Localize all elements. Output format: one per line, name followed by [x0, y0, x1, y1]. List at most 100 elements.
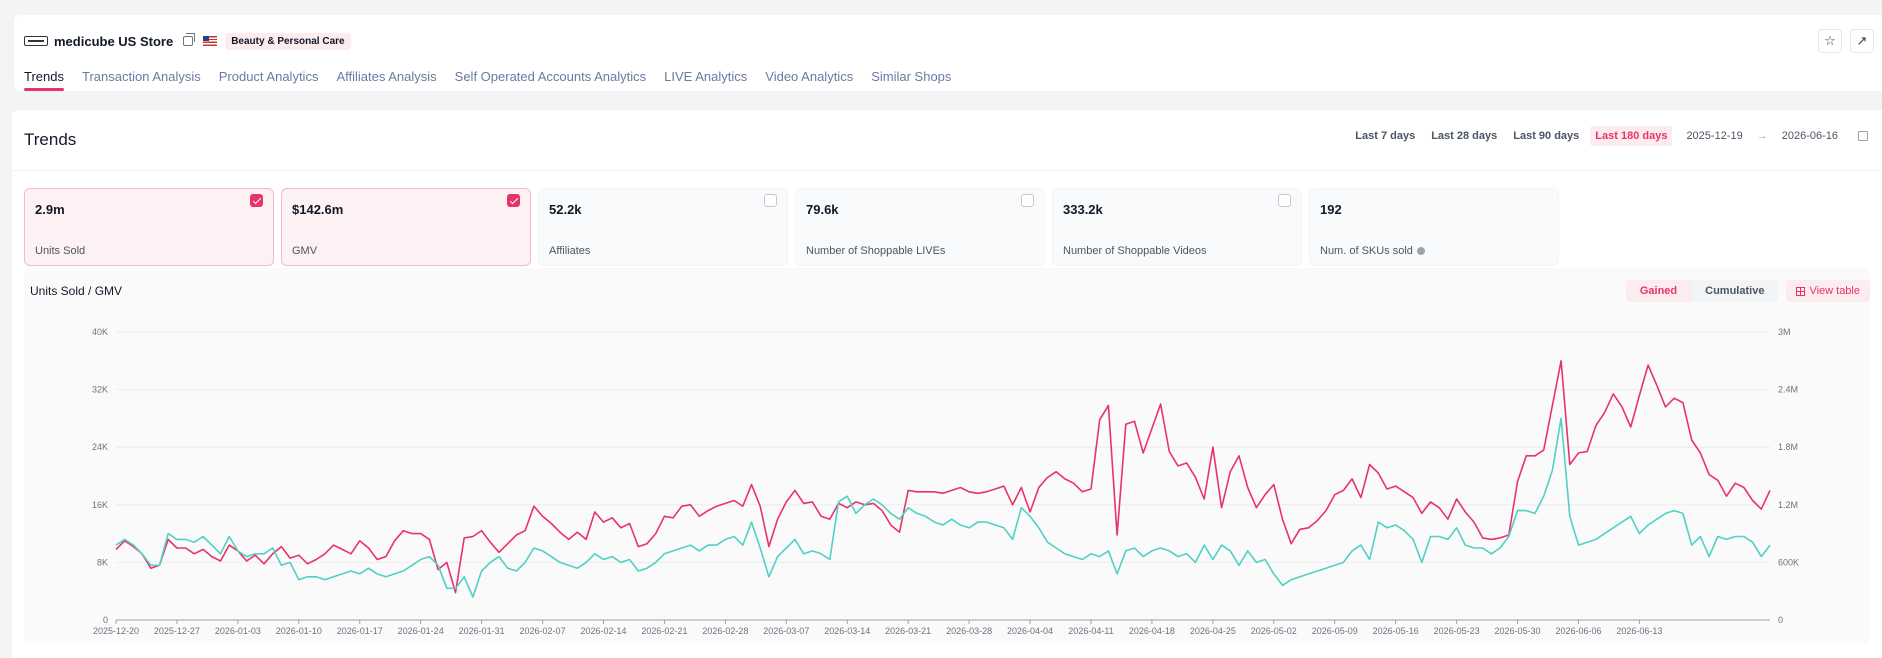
view-table-button[interactable]: View table [1786, 280, 1870, 302]
tab-transaction-analysis[interactable]: Transaction Analysis [81, 69, 201, 84]
metric-label: Affiliates [549, 245, 590, 257]
metric-card-skus-sold: 192 Num. of SKUs sold [1309, 188, 1559, 266]
y-right-tick-label: 1.2M [1778, 500, 1798, 510]
range-180-days-button[interactable]: Last 180 days [1590, 126, 1673, 146]
tab-trends[interactable]: Trends [24, 69, 64, 91]
header-actions: ☆ ↗ [1818, 29, 1874, 53]
units-gmv-chart: 0 8K 16K 24K 32K 40K 0 600K 1.2M 1.8M 2.4M 3M 2025… [92, 327, 1799, 636]
metric-label: Number of Shoppable LIVEs [806, 245, 945, 257]
metric-checkbox[interactable] [1021, 194, 1034, 207]
view-table-label: View table [1809, 285, 1860, 297]
store-header: medicube US Store Beauty & Personal Care… [14, 15, 1882, 91]
metric-card-units-sold[interactable]: 2.9m Units Sold [24, 188, 274, 266]
metric-label-text: Units Sold [35, 245, 86, 257]
mode-toggle: Gained Cumulative [1625, 280, 1779, 302]
metric-card-shoppable-videos[interactable]: 333.2k Number of Shoppable Videos [1052, 188, 1302, 266]
metric-label: GMV [292, 245, 317, 257]
y-right-tick-label: 0 [1778, 615, 1783, 625]
range-90-days-button[interactable]: Last 90 days [1513, 130, 1580, 142]
x-tick-label: 2026-01-17 [337, 626, 383, 636]
y-right-tick-label: 1.8M [1778, 442, 1798, 452]
x-tick-label: 2025-12-20 [93, 626, 139, 636]
metric-value: 192 [1320, 202, 1342, 217]
x-tick-label: 2026-04-25 [1190, 626, 1236, 636]
metric-card-gmv[interactable]: $142.6m GMV [281, 188, 531, 266]
store-logo [24, 36, 48, 46]
date-to-input[interactable]: 2026-06-16 [1781, 130, 1838, 142]
external-link-icon[interactable]: ↗ [1850, 29, 1874, 53]
metric-label-text: Number of Shoppable Videos [1063, 245, 1207, 257]
us-flag-icon [203, 36, 218, 46]
store-row: medicube US Store Beauty & Personal Care [24, 29, 351, 53]
x-tick-label: 2026-02-14 [580, 626, 626, 636]
x-tick-label: 2026-05-16 [1373, 626, 1419, 636]
info-icon[interactable] [1416, 247, 1425, 255]
x-tick-label: 2026-04-11 [1068, 626, 1113, 636]
metric-card-shoppable-lives[interactable]: 79.6k Number of Shoppable LIVEs [795, 188, 1045, 266]
chart-panel: 0 8K 16K 24K 32K 40K 0 600K 1.2M 1.8M 2.4M 3M 2025… [24, 268, 1870, 643]
y-left-tick-label: 40K [92, 327, 108, 337]
store-name[interactable]: medicube US Store [54, 33, 174, 49]
table-icon [1796, 286, 1806, 296]
x-tick-label: 2026-05-09 [1312, 626, 1358, 636]
page-title: Trends [24, 130, 77, 149]
y-left-tick-label: 32K [92, 385, 108, 395]
metric-checkbox[interactable] [764, 194, 777, 207]
star-icon[interactable]: ☆ [1818, 29, 1842, 53]
metric-checkbox[interactable] [1278, 194, 1291, 207]
x-tick-label: 2025-12-27 [154, 626, 200, 636]
tab-product-analytics[interactable]: Product Analytics [218, 69, 319, 84]
x-tick-label: 2026-02-21 [641, 626, 687, 636]
metric-label-text: Number of Shoppable LIVEs [806, 245, 946, 257]
x-tick-label: 2026-06-06 [1555, 626, 1601, 636]
y-right-tick-label: 600K [1778, 557, 1799, 567]
metric-checkbox[interactable] [250, 194, 263, 207]
trends-panel: Trends Last 7 days Last 28 days Last 90 … [12, 110, 1882, 658]
metric-value: $142.6m [292, 202, 344, 217]
tab-affiliates-analysis[interactable]: Affiliates Analysis [336, 69, 437, 84]
x-tick-label: 2026-01-03 [215, 626, 261, 636]
y-left-tick-label: 24K [92, 442, 108, 452]
x-tick-label: 2026-01-10 [276, 626, 322, 636]
metric-label: Units Sold [35, 245, 85, 257]
y-left-tick-label: 8K [97, 557, 108, 567]
x-tick-label: 2026-04-18 [1129, 626, 1175, 636]
y-right-tick-label: 3M [1778, 327, 1791, 337]
range-7-days-button[interactable]: Last 7 days [1355, 130, 1416, 142]
x-tick-label: 2026-05-02 [1251, 626, 1297, 636]
range-28-days-button[interactable]: Last 28 days [1431, 130, 1498, 142]
metric-value: 333.2k [1063, 202, 1103, 217]
tab-bar: Trends Transaction Analysis Product Anal… [24, 69, 969, 91]
date-from-input[interactable]: 2025-12-19 [1686, 130, 1743, 142]
cumulative-button[interactable]: Cumulative [1705, 285, 1765, 297]
tab-similar-shops[interactable]: Similar Shops [871, 69, 952, 84]
chart-controls: Gained Cumulative View table [1625, 280, 1870, 302]
metric-checkbox[interactable] [507, 194, 520, 207]
metric-value: 2.9m [35, 202, 65, 217]
metric-label: Number of Shoppable Videos [1063, 245, 1207, 257]
metric-value: 52.2k [549, 202, 582, 217]
copy-icon[interactable] [183, 33, 196, 46]
x-tick-label: 2026-01-24 [398, 626, 444, 636]
date-range-selector: Last 7 days Last 28 days Last 90 days La… [1350, 126, 1868, 146]
metric-value: 79.6k [806, 202, 839, 217]
arrow-right-icon: → [1756, 130, 1768, 142]
y-left-tick-label: 0 [103, 615, 108, 625]
x-tick-label: 2026-02-07 [520, 626, 566, 636]
metric-label-text: Num. of SKUs sold [1320, 245, 1413, 257]
calendar-icon[interactable] [1858, 131, 1868, 141]
tab-live-analytics[interactable]: LIVE Analytics [664, 69, 748, 84]
series-line-units [115, 360, 1771, 594]
x-tick-label: 2026-02-28 [702, 626, 748, 636]
tab-video-analytics[interactable]: Video Analytics [765, 69, 854, 84]
x-tick-label: 2026-04-04 [1007, 626, 1053, 636]
metric-cards: 2.9m Units Sold $142.6m GMV 52.2k Affili… [24, 188, 1559, 266]
y-right-tick-label: 2.4M [1778, 385, 1798, 395]
metric-label-text: Affiliates [549, 245, 591, 257]
gained-button[interactable]: Gained [1625, 280, 1692, 302]
x-tick-label: 2026-03-28 [946, 626, 992, 636]
metric-card-affiliates[interactable]: 52.2k Affiliates [538, 188, 788, 266]
tab-self-operated-accounts[interactable]: Self Operated Accounts Analytics [454, 69, 647, 84]
y-left-tick-label: 16K [92, 500, 108, 510]
chart-title: Units Sold / GMV [30, 284, 123, 298]
